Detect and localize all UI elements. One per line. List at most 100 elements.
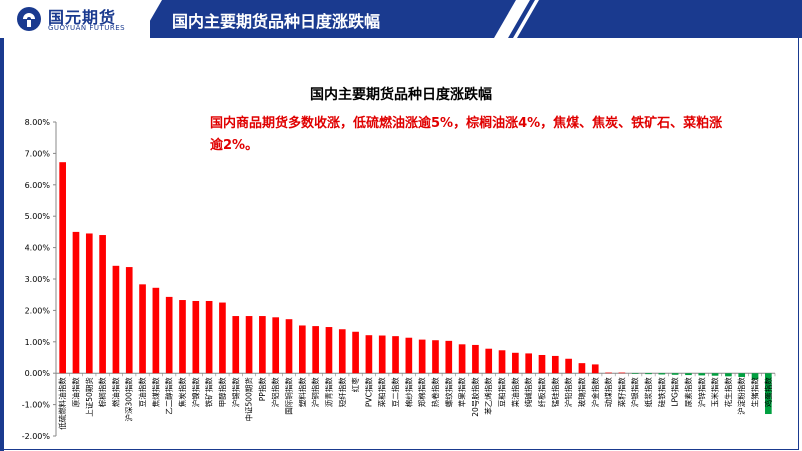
bar (192, 300, 200, 374)
x-tick-label: 苯乙烯指数 (483, 377, 493, 415)
logo-subtext: GUOYUAN FUTURES (48, 24, 126, 32)
bar (125, 267, 133, 374)
x-tick-label: 焦煤指数 (150, 377, 160, 407)
y-tick-label: 8.00% (25, 118, 51, 127)
x-tick-label: 玉米指数 (710, 377, 720, 407)
x-tick-label: 螺纹指数 (443, 377, 453, 407)
x-tick-label: 生猪指数 (750, 377, 760, 407)
logo-text: 国元期货 (48, 8, 117, 27)
x-tick-label: 沪铝指数 (270, 377, 280, 407)
x-tick-label: 菜粕指数 (377, 377, 387, 407)
bar (179, 300, 186, 374)
bar (538, 354, 546, 374)
x-tick-label: 国际铜指数 (284, 377, 294, 415)
x-tick-label: 菜籽指数 (616, 377, 626, 407)
bar (325, 327, 333, 374)
x-tick-label: 乙二醇指数 (164, 377, 174, 415)
bar (458, 344, 466, 374)
bar (392, 336, 399, 374)
x-tick-label: 中证500期货 (244, 377, 254, 422)
logo-area: 国元期货 GUOYUAN FUTURES (0, 0, 150, 38)
bar (259, 316, 266, 374)
bar (751, 373, 759, 380)
bar (658, 373, 666, 375)
y-tick-label: 7.00% (25, 149, 51, 158)
bar (365, 335, 373, 374)
x-tick-label: 苹果指数 (457, 377, 467, 407)
bar (219, 302, 226, 374)
bar (272, 317, 280, 374)
x-tick-label: 硅铁指数 (656, 377, 666, 407)
x-tick-label: 纯碱指数 (523, 377, 533, 407)
bar (698, 373, 706, 376)
x-tick-label: 沪深300指数 (124, 377, 134, 422)
x-tick-label: 20号胶指数 (470, 377, 480, 417)
bar (112, 265, 120, 374)
bar (498, 350, 506, 374)
y-tick-label: 1.00% (25, 338, 51, 347)
x-tick-label: 豆粕指数 (497, 377, 507, 407)
x-tick-label: 塑料指数 (297, 377, 307, 407)
x-tick-label: 豆二指数 (390, 377, 400, 407)
bar (512, 352, 519, 374)
bar (85, 233, 93, 374)
logo-icon (17, 7, 41, 31)
x-tick-label: 短纤指数 (337, 377, 347, 407)
x-tick-label: 燃油指数 (110, 377, 120, 407)
y-tick-label: 0.00% (25, 369, 51, 378)
header-right-block (522, 0, 802, 38)
bar (139, 284, 146, 374)
bar (245, 316, 253, 374)
x-tick-label: 豆油指数 (137, 377, 147, 407)
bar (551, 355, 559, 374)
x-tick-label: 纤板指数 (536, 377, 546, 407)
bar (152, 287, 160, 374)
bar (472, 344, 479, 374)
x-tick-label: 鸡蛋指数 (763, 377, 773, 407)
bar (671, 373, 679, 375)
bar (298, 325, 306, 374)
x-tick-label: 沥青指数 (323, 377, 333, 407)
x-tick-label: 菜油指数 (510, 377, 520, 407)
x-tick-label: 原油指数 (70, 377, 80, 407)
y-tick-label: -2.00% (22, 432, 51, 441)
bar (631, 373, 639, 374)
bar (418, 339, 426, 374)
x-tick-label: 沪金指数 (590, 377, 600, 407)
bar (232, 316, 240, 374)
bar (285, 319, 293, 374)
bar (578, 363, 586, 374)
y-tick-label: 4.00% (25, 244, 51, 253)
header-slant (140, 0, 162, 38)
bar (72, 231, 80, 374)
bar (725, 373, 732, 377)
x-tick-label: 铁矿指数 (204, 377, 214, 407)
bar (565, 358, 572, 374)
x-tick-label: 尿素指数 (683, 377, 693, 407)
x-tick-label: PP指数 (257, 377, 267, 402)
bar (525, 353, 533, 374)
y-tick-label: 2.00% (25, 306, 51, 315)
bar (352, 331, 359, 374)
x-tick-label: 甲醇指数 (217, 377, 227, 407)
bar (432, 340, 439, 374)
bar (605, 372, 612, 374)
chart-title: 国内主要期货品种日度涨跌幅 (310, 87, 492, 103)
x-tick-label: 沪铜指数 (310, 377, 320, 407)
y-tick-label: -1.00% (22, 401, 51, 410)
x-tick-label: 棉纱指数 (403, 377, 413, 407)
bar (405, 337, 413, 374)
bar (338, 329, 346, 374)
bar (165, 296, 173, 374)
x-tick-label: LPG指数 (670, 377, 680, 407)
x-tick-label: 棕榈指数 (97, 377, 107, 407)
bar (765, 373, 772, 415)
x-tick-label: 上证50期货 (84, 377, 94, 417)
x-tick-label: 沪淀粉指数 (736, 377, 746, 415)
bar (618, 372, 626, 374)
bar (378, 335, 386, 374)
bar (711, 373, 719, 376)
x-tick-label: 红枣 (350, 377, 360, 392)
bar (685, 373, 692, 376)
